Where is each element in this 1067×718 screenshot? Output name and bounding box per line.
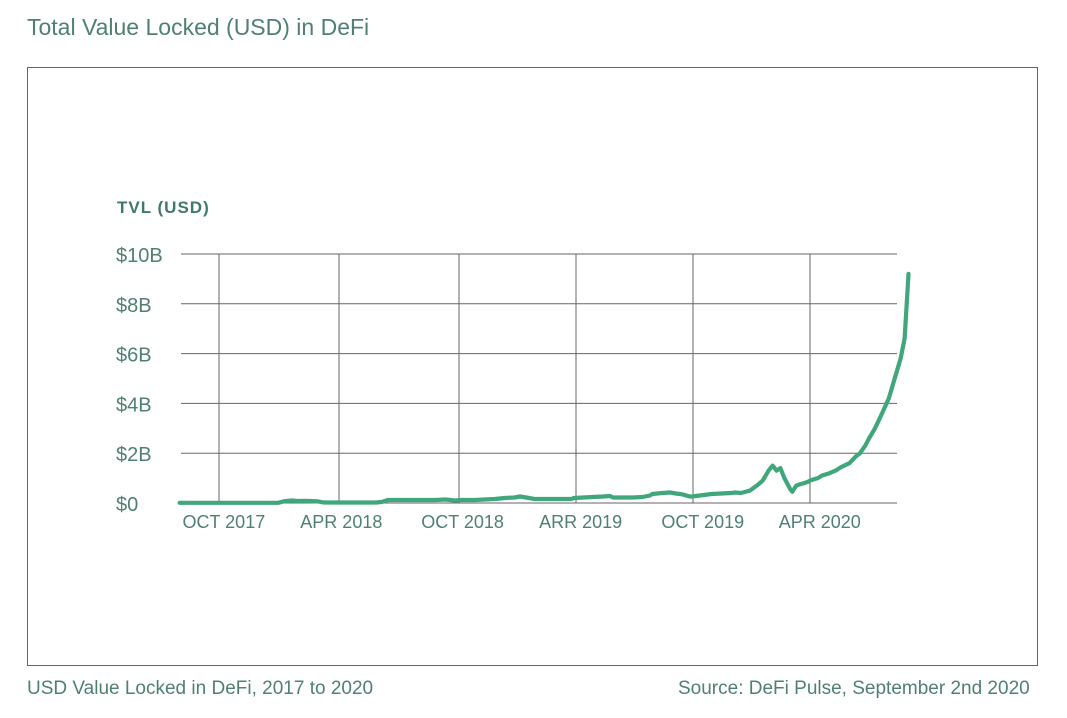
svg-text:APR 2018: APR 2018 <box>300 512 382 532</box>
svg-text:$10B: $10B <box>116 245 163 267</box>
svg-text:$2B: $2B <box>116 444 152 466</box>
svg-text:APR 2020: APR 2020 <box>779 512 861 532</box>
svg-text:$6B: $6B <box>116 345 152 367</box>
svg-text:OCT 2017: OCT 2017 <box>183 512 266 532</box>
svg-text:$0: $0 <box>116 494 138 516</box>
svg-text:OCT 2019: OCT 2019 <box>661 512 744 532</box>
svg-text:$4B: $4B <box>116 394 152 416</box>
svg-text:OCT 2018: OCT 2018 <box>421 512 504 532</box>
svg-text:ARR 2019: ARR 2019 <box>539 512 622 532</box>
svg-text:$8B: $8B <box>116 295 152 317</box>
